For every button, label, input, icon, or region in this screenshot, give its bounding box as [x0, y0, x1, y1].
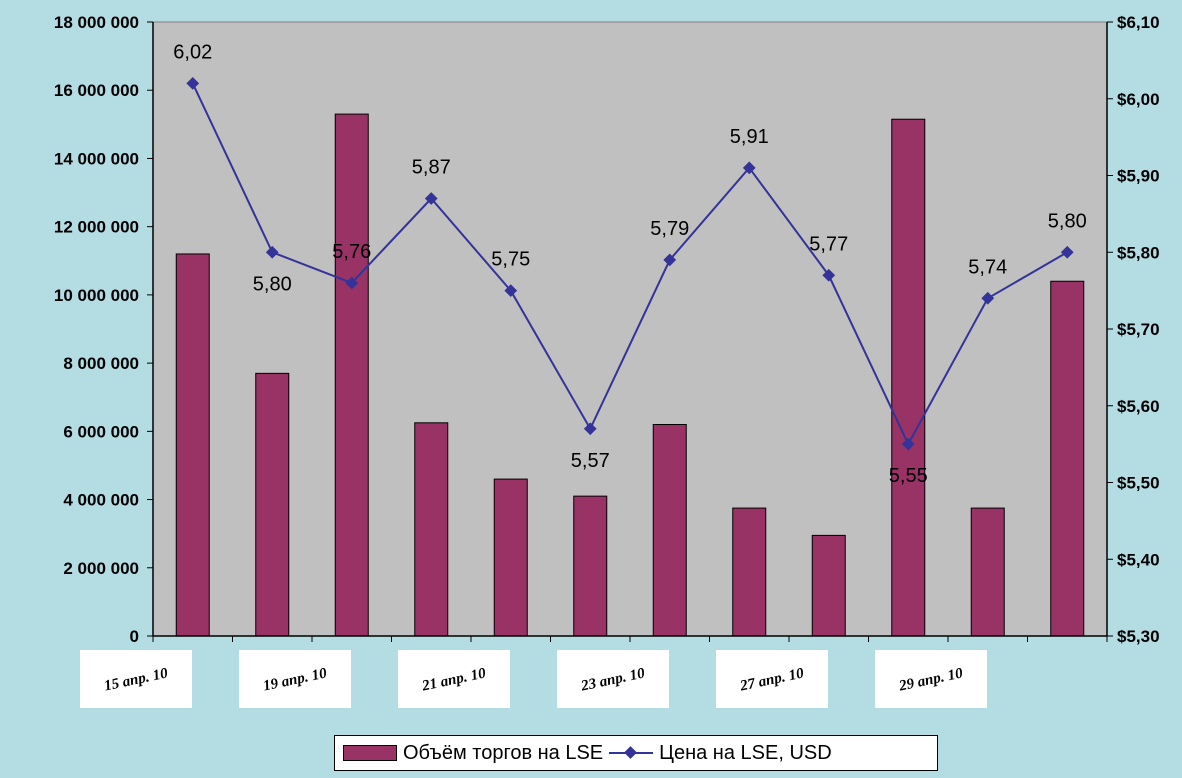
x-tick-label: 21 апр. 10	[398, 650, 510, 708]
x-tick-label: 29 апр. 10	[875, 650, 987, 708]
y-right-tick-label: $5,30	[1117, 627, 1160, 646]
price-point-marker	[345, 276, 359, 290]
price-data-label: 5,57	[571, 450, 610, 472]
price-data-label: 5,77	[809, 233, 848, 255]
y-left-tick-label: 14 000 000	[54, 149, 139, 168]
legend-item-volume: Объём торгов на LSE	[335, 742, 603, 765]
x-tick-label-tag	[716, 650, 828, 708]
x-tick-label-tag	[875, 650, 987, 708]
volume-bar	[175, 253, 210, 637]
legend-item-price: Цена на LSE, USD	[603, 742, 832, 765]
price-data-label: 5,91	[730, 126, 769, 148]
volume-bar	[970, 507, 1005, 637]
y-right-tick-label: $5,60	[1117, 397, 1160, 416]
volume-bar	[334, 113, 369, 637]
y-right-tick-label: $5,50	[1117, 474, 1160, 493]
y-right-tick-label: $5,90	[1117, 167, 1160, 186]
y-right-tick-label: $6,00	[1117, 90, 1160, 109]
y-left-tick-label: 4 000 000	[63, 491, 139, 510]
legend: Объём торгов на LSE Цена на LSE, USD	[334, 735, 938, 771]
volume-bar	[573, 495, 608, 637]
y-right-tick-label: $6,10	[1117, 13, 1160, 32]
x-tick-label-tag	[398, 650, 510, 708]
y-left-tick-label: 12 000 000	[54, 218, 139, 237]
y-left-tick-label: 10 000 000	[54, 286, 139, 305]
x-axis-labels: 15 апр. 10 19 апр. 10 21 апр. 10 23 апр. 10…	[80, 650, 987, 708]
y-left-tick-label: 18 000 000	[54, 13, 139, 32]
price-point-marker	[186, 77, 200, 90]
x-tick-label: 19 апр. 10	[239, 650, 351, 708]
y-right-tick-label: $5,40	[1117, 550, 1160, 569]
x-tick-label-tag	[557, 650, 669, 708]
legend-line-swatch	[609, 746, 654, 760]
y-right-tick-label: $5,80	[1117, 243, 1160, 262]
price-data-label: 5,75	[491, 249, 530, 271]
price-data-label: 5,55	[889, 465, 928, 487]
y-axis-right: $5,30 $5,40 $5,50 $5,60 $5,70 $5,80 $5,90 $6,00…	[1107, 13, 1160, 646]
y-axis-left: 0 2 000 000 4 000 000 6 000 000 8 000 000 10 …	[54, 13, 153, 646]
legend-bar-swatch	[343, 745, 397, 761]
y-left-tick-label: 6 000 000	[63, 422, 139, 441]
volume-bar	[414, 422, 449, 637]
price-point-marker	[265, 245, 279, 259]
volume-bar	[255, 372, 290, 637]
price-data-labels: 6,02 5,80 5,76 5,87 5,75 5,57 5,79 5,91 5,77 5,55…	[173, 41, 1086, 487]
legend-label-price: Цена на LSE, USD	[659, 741, 832, 764]
volume-bar	[652, 424, 687, 637]
volume-bar	[493, 478, 528, 637]
volume-bar	[891, 118, 926, 637]
x-tick-label-tag	[239, 650, 351, 708]
volume-bar	[811, 534, 846, 637]
x-tick-label-tag	[80, 650, 192, 708]
y-left-tick-label: 8 000 000	[63, 354, 139, 373]
bar-series	[175, 113, 1085, 637]
price-data-label: 5,79	[650, 218, 689, 240]
legend-label-volume: Объём торгов на LSE	[403, 741, 604, 764]
price-data-label: 5,87	[412, 157, 451, 179]
price-line	[191, 82, 1068, 447]
volume-bar	[732, 507, 767, 637]
price-data-label: 5,74	[968, 256, 1007, 278]
plot-area	[152, 21, 1108, 637]
x-tick-label: 23 апр. 10	[557, 650, 669, 708]
price-data-label: 6,02	[173, 41, 212, 63]
price-data-label: 5,80	[1048, 210, 1087, 232]
x-tick-label: 15 апр. 10	[80, 650, 192, 708]
volume-bar	[1050, 280, 1085, 637]
y-right-tick-label: $5,70	[1117, 320, 1160, 339]
y-left-tick-label: 0	[130, 627, 139, 646]
price-data-label: 5,76	[332, 241, 371, 263]
y-left-tick-label: 2 000 000	[63, 559, 139, 578]
x-tick-label: 27 апр. 10	[716, 650, 828, 708]
price-data-label: 5,80	[253, 273, 292, 295]
y-left-tick-label: 16 000 000	[54, 81, 139, 100]
price-point-marker	[424, 192, 438, 205]
